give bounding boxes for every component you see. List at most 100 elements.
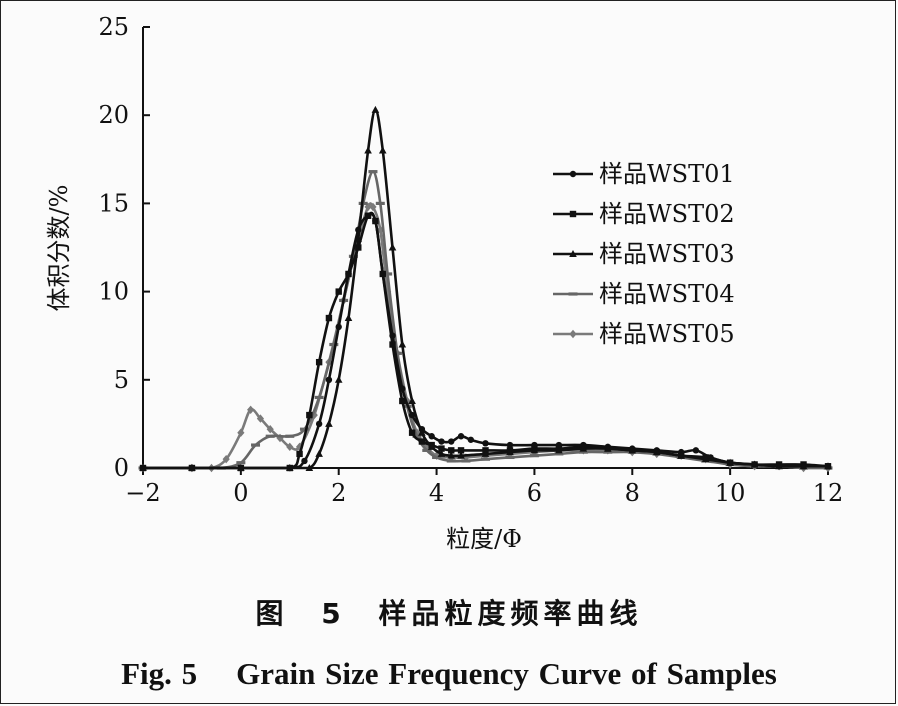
- data-point: [222, 454, 230, 464]
- data-point: [139, 464, 147, 471]
- data-point: [389, 341, 396, 348]
- series-layer: [138, 105, 833, 473]
- legend-label: 样品WST05: [599, 320, 735, 348]
- data-point: [237, 464, 245, 471]
- data-point: [418, 428, 426, 436]
- x-tick-label: 8: [625, 479, 640, 507]
- data-point: [446, 459, 456, 463]
- data-point: [438, 445, 445, 452]
- x-tick-label: −2: [125, 479, 160, 507]
- data-point: [531, 441, 538, 449]
- data-point: [578, 450, 588, 454]
- data-point: [569, 170, 577, 178]
- data-point: [482, 440, 489, 447]
- data-point: [408, 411, 416, 419]
- data-point: [236, 461, 246, 465]
- data-point: [364, 146, 372, 154]
- data-point: [315, 358, 323, 366]
- data-point: [568, 292, 578, 296]
- data-point: [427, 442, 436, 450]
- data-point: [299, 427, 309, 431]
- data-point: [315, 420, 323, 428]
- data-point: [335, 288, 342, 295]
- x-tick-label: 6: [527, 479, 542, 507]
- data-point: [364, 202, 372, 212]
- data-point: [329, 342, 339, 347]
- data-point: [256, 414, 265, 423]
- data-point: [628, 446, 637, 454]
- data-point: [408, 429, 416, 436]
- data-point: [325, 314, 333, 322]
- chart-legend: 样品WST01 样品WST02 样品WST03 样品WST04 样品WST05: [553, 160, 735, 348]
- data-point: [506, 441, 514, 449]
- data-point: [389, 332, 396, 339]
- data-point: [286, 442, 294, 452]
- data-point: [437, 449, 446, 457]
- data-point: [325, 376, 333, 383]
- data-point: [314, 395, 324, 400]
- x-tick-label: 4: [429, 479, 444, 507]
- series-3: [139, 105, 832, 471]
- data-point: [750, 460, 759, 468]
- data-point: [334, 375, 343, 383]
- legend-item: 样品WST05: [553, 320, 735, 348]
- data-point: [505, 455, 515, 460]
- x-tick-label: 10: [715, 479, 746, 507]
- data-point: [188, 464, 196, 471]
- data-point: [432, 455, 442, 460]
- legend-label: 样品WST04: [599, 280, 735, 308]
- data-point: [305, 464, 314, 471]
- legend-item: 样品WST03: [553, 240, 735, 268]
- data-point: [392, 351, 402, 355]
- data-point: [345, 270, 352, 278]
- data-point: [399, 397, 406, 405]
- legend-label: 样品WST02: [599, 200, 735, 228]
- y-tick-label: 20: [98, 101, 129, 129]
- data-point: [677, 451, 686, 459]
- legend-label: 样品WST01: [599, 160, 735, 188]
- data-point: [372, 217, 379, 225]
- data-point: [378, 146, 387, 154]
- data-point: [348, 254, 358, 258]
- data-point: [579, 444, 588, 452]
- data-point: [398, 340, 407, 348]
- data-point: [369, 202, 377, 212]
- data-point: [555, 446, 563, 454]
- data-point: [555, 441, 563, 449]
- y-tick-label: 10: [98, 278, 129, 306]
- data-point: [481, 457, 490, 461]
- data-point: [237, 428, 245, 437]
- data-point: [530, 446, 539, 454]
- data-point: [379, 270, 386, 278]
- data-point: [335, 323, 342, 331]
- data-point: [422, 448, 432, 452]
- data-point: [408, 396, 416, 404]
- legend-item: 样品WST01: [553, 160, 735, 188]
- data-point: [438, 438, 445, 445]
- data-point: [265, 434, 275, 438]
- data-point: [569, 210, 577, 218]
- y-tick-label: 5: [114, 366, 129, 394]
- legend-item: 样品WST02: [553, 200, 735, 228]
- data-point: [569, 250, 577, 257]
- data-point: [529, 454, 539, 458]
- data-point: [266, 424, 274, 434]
- legend-item: 样品WST04: [553, 280, 735, 308]
- data-point: [315, 449, 323, 457]
- x-tick-label: 0: [233, 479, 248, 507]
- data-point: [447, 451, 456, 459]
- data-point: [412, 434, 422, 438]
- y-tick-label: 25: [98, 13, 129, 41]
- data-point: [251, 443, 261, 447]
- data-point: [457, 451, 465, 459]
- data-point: [824, 462, 832, 470]
- data-point: [285, 464, 294, 471]
- data-point: [701, 455, 710, 463]
- data-point: [301, 457, 308, 465]
- data-point: [384, 287, 392, 296]
- data-point: [457, 433, 465, 440]
- data-point: [371, 105, 380, 113]
- data-point: [418, 438, 426, 445]
- data-point: [364, 212, 372, 219]
